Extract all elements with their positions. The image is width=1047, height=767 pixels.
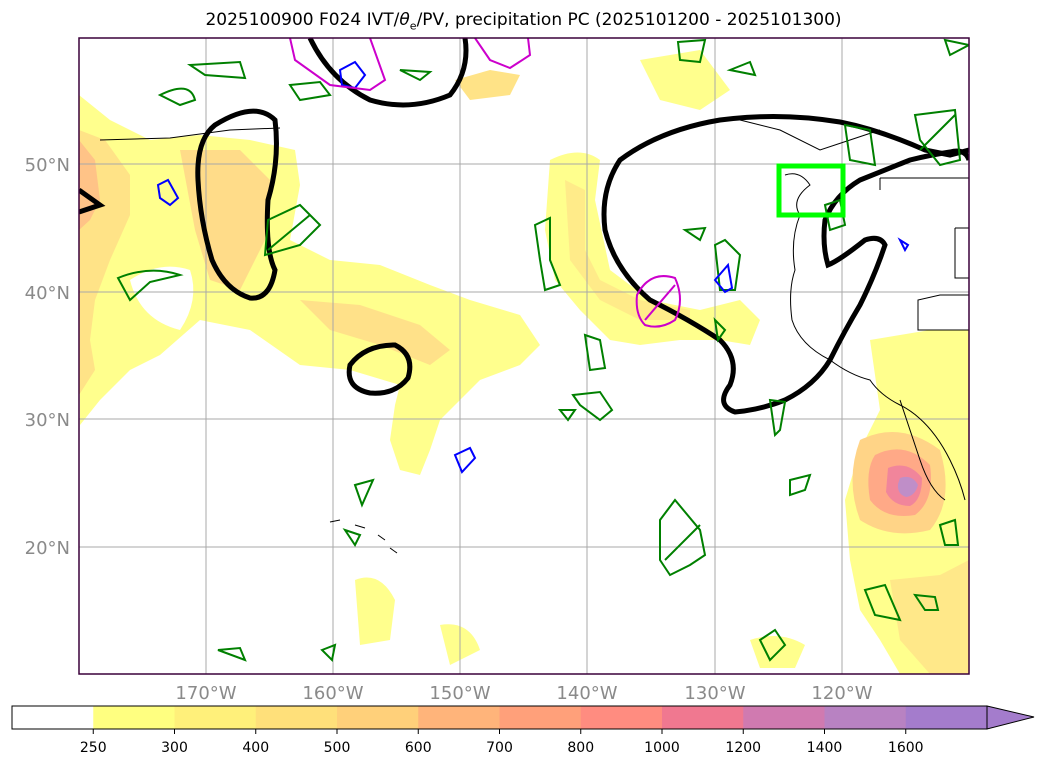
figure-title: 2025100900 F024 IVT/θe/PV, precipitation…: [205, 10, 842, 33]
lat-label: 30°N: [25, 410, 70, 431]
colorbar-extend-arrow: [986, 705, 1035, 730]
lat-labels: 50°N 40°N 30°N 20°N: [25, 155, 70, 559]
colorbar-tick-label: 1200: [725, 740, 761, 756]
lat-label: 40°N: [25, 283, 70, 304]
colorbar-segment: [499, 706, 582, 729]
colorbar-segment: [93, 706, 175, 729]
colorbar-segment: [418, 706, 500, 729]
coastlines: [99, 119, 969, 554]
colorbar-tick-label: 600: [405, 740, 432, 756]
colorbar-tick-label: 1400: [807, 740, 843, 756]
colorbar-segment: [743, 706, 825, 729]
colorbar-segment: [905, 706, 988, 729]
colorbar-tick-label: 1000: [644, 740, 680, 756]
lat-label: 20°N: [25, 538, 70, 559]
colorbar-segment: [255, 706, 338, 729]
lon-label: 130°W: [684, 683, 745, 704]
lon-label: 170°W: [175, 683, 236, 704]
lon-labels: 170°W 160°W 150°W 140°W 130°W 120°W: [175, 683, 872, 704]
colorbar-tick-label: 1600: [888, 740, 924, 756]
colorbar-tick-label: 700: [486, 740, 513, 756]
lon-label: 160°W: [302, 683, 363, 704]
colorbar-tick-label: 500: [324, 740, 351, 756]
lat-label: 50°N: [25, 155, 70, 176]
lon-label: 120°W: [811, 683, 872, 704]
colorbar-tick-label: 300: [161, 740, 188, 756]
colorbar-segment: [580, 706, 663, 729]
pv-magenta-contours: [289, 38, 681, 328]
lon-label: 140°W: [556, 683, 617, 704]
map-area: [79, 38, 969, 674]
highlight-box: [776, 163, 846, 218]
theta-e-contours: [116, 38, 969, 663]
colorbar-segment: [824, 706, 907, 729]
map-border: [78, 37, 970, 675]
colorbar-tick-label: 400: [242, 740, 269, 756]
colorbar-segment: [12, 706, 94, 729]
colorbar-tick-label: 250: [80, 740, 107, 756]
colorbar-segment: [174, 706, 257, 729]
colorbar-tick-label: 800: [567, 740, 594, 756]
colorbar-segment: [662, 706, 744, 729]
colorbar: 250 300 400 500 600 700 800 1000 1200 1400 1600: [11, 705, 1035, 756]
pv-blue-contours: [156, 60, 910, 474]
colorbar-segment: [337, 706, 419, 729]
lon-label: 150°W: [429, 683, 490, 704]
ivt-shading: [79, 50, 969, 674]
